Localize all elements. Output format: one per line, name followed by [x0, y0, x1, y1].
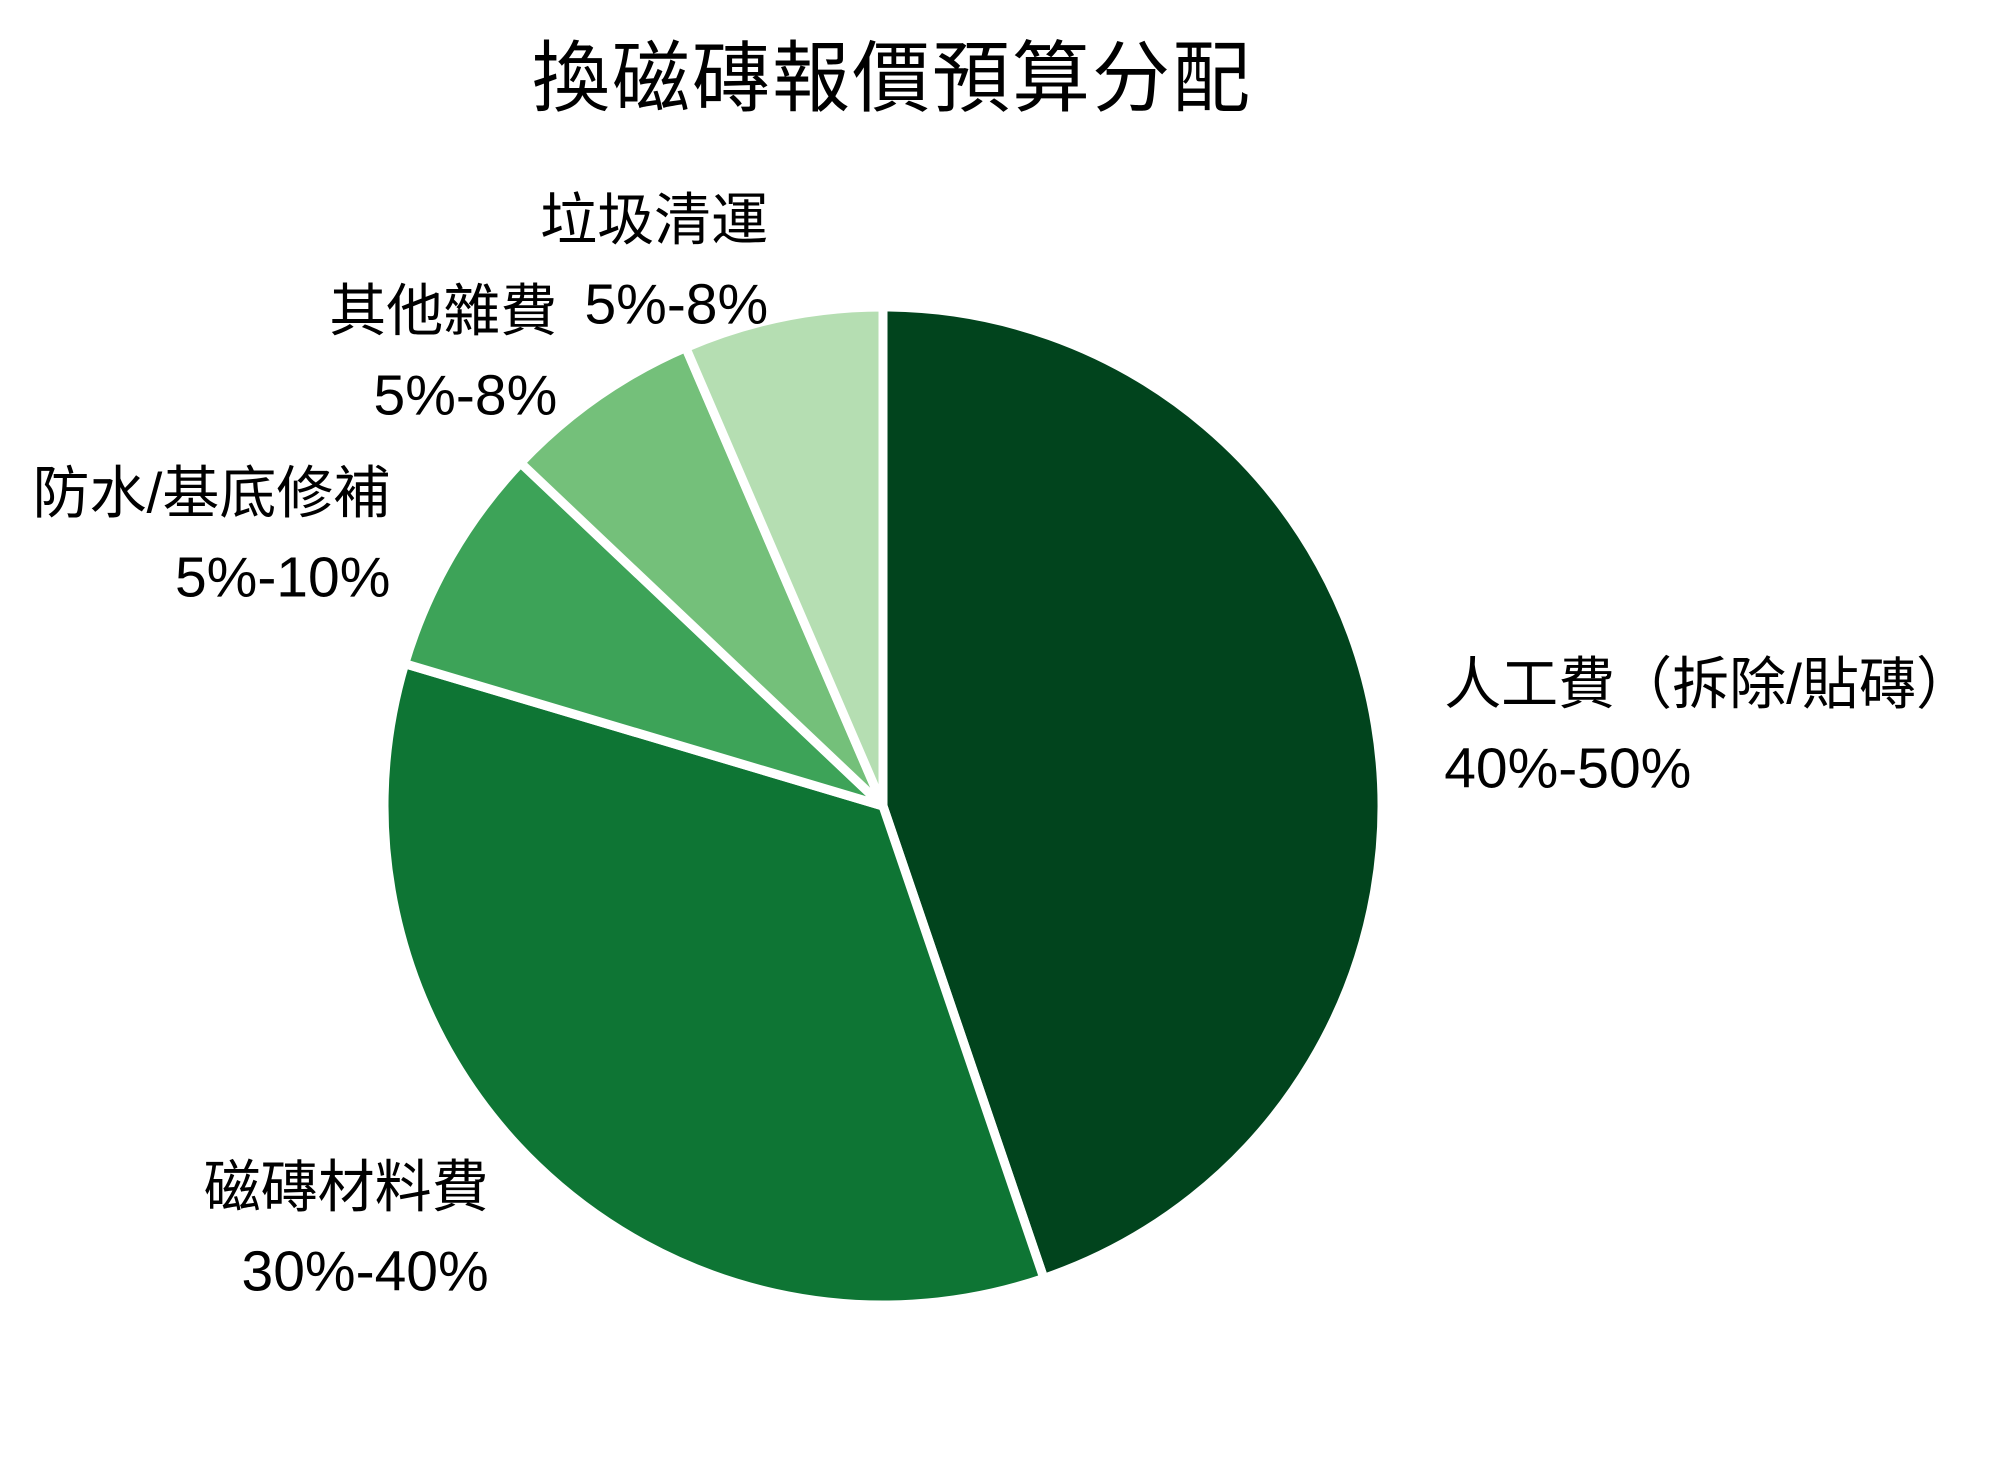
slice-label-name: 其他雜費 — [329, 279, 558, 344]
pie-slice-3 — [400, 458, 888, 811]
pie-slice-4 — [516, 343, 888, 811]
slice-label-name: 人工費（拆除/貼磚） — [1444, 652, 1974, 717]
slice-label-range: 5%-10% — [174, 545, 391, 610]
slice-label-range: 5%-8% — [584, 272, 769, 337]
pie-slice-1 — [878, 302, 1387, 1283]
slice-label-range: 5%-8% — [373, 363, 558, 428]
slice-label-4: 其他雜費 5%-8% — [329, 269, 557, 438]
pie-slice-2 — [379, 659, 1049, 1310]
slice-label-2: 磁磚材料費 30%-40% — [204, 1146, 489, 1315]
slice-label-name: 垃圾清運 — [540, 188, 769, 253]
slice-label-3: 防水/基底修補 5%-10% — [33, 451, 391, 620]
slice-label-range: 40%-50% — [1444, 737, 1692, 802]
slice-label-range: 30%-40% — [241, 1240, 489, 1304]
slice-label-name: 磁磚材料費 — [203, 1155, 489, 1220]
slice-label-5: 垃圾清運 5%-8% — [540, 178, 768, 347]
chart-title: 換磁磚報價預算分配 — [531, 34, 1253, 122]
slice-label-1: 人工費（拆除/貼磚） 40%-50% — [1444, 643, 1973, 812]
slice-label-name: 防水/基底修補 — [32, 461, 391, 526]
pie-slice-5 — [681, 302, 888, 811]
